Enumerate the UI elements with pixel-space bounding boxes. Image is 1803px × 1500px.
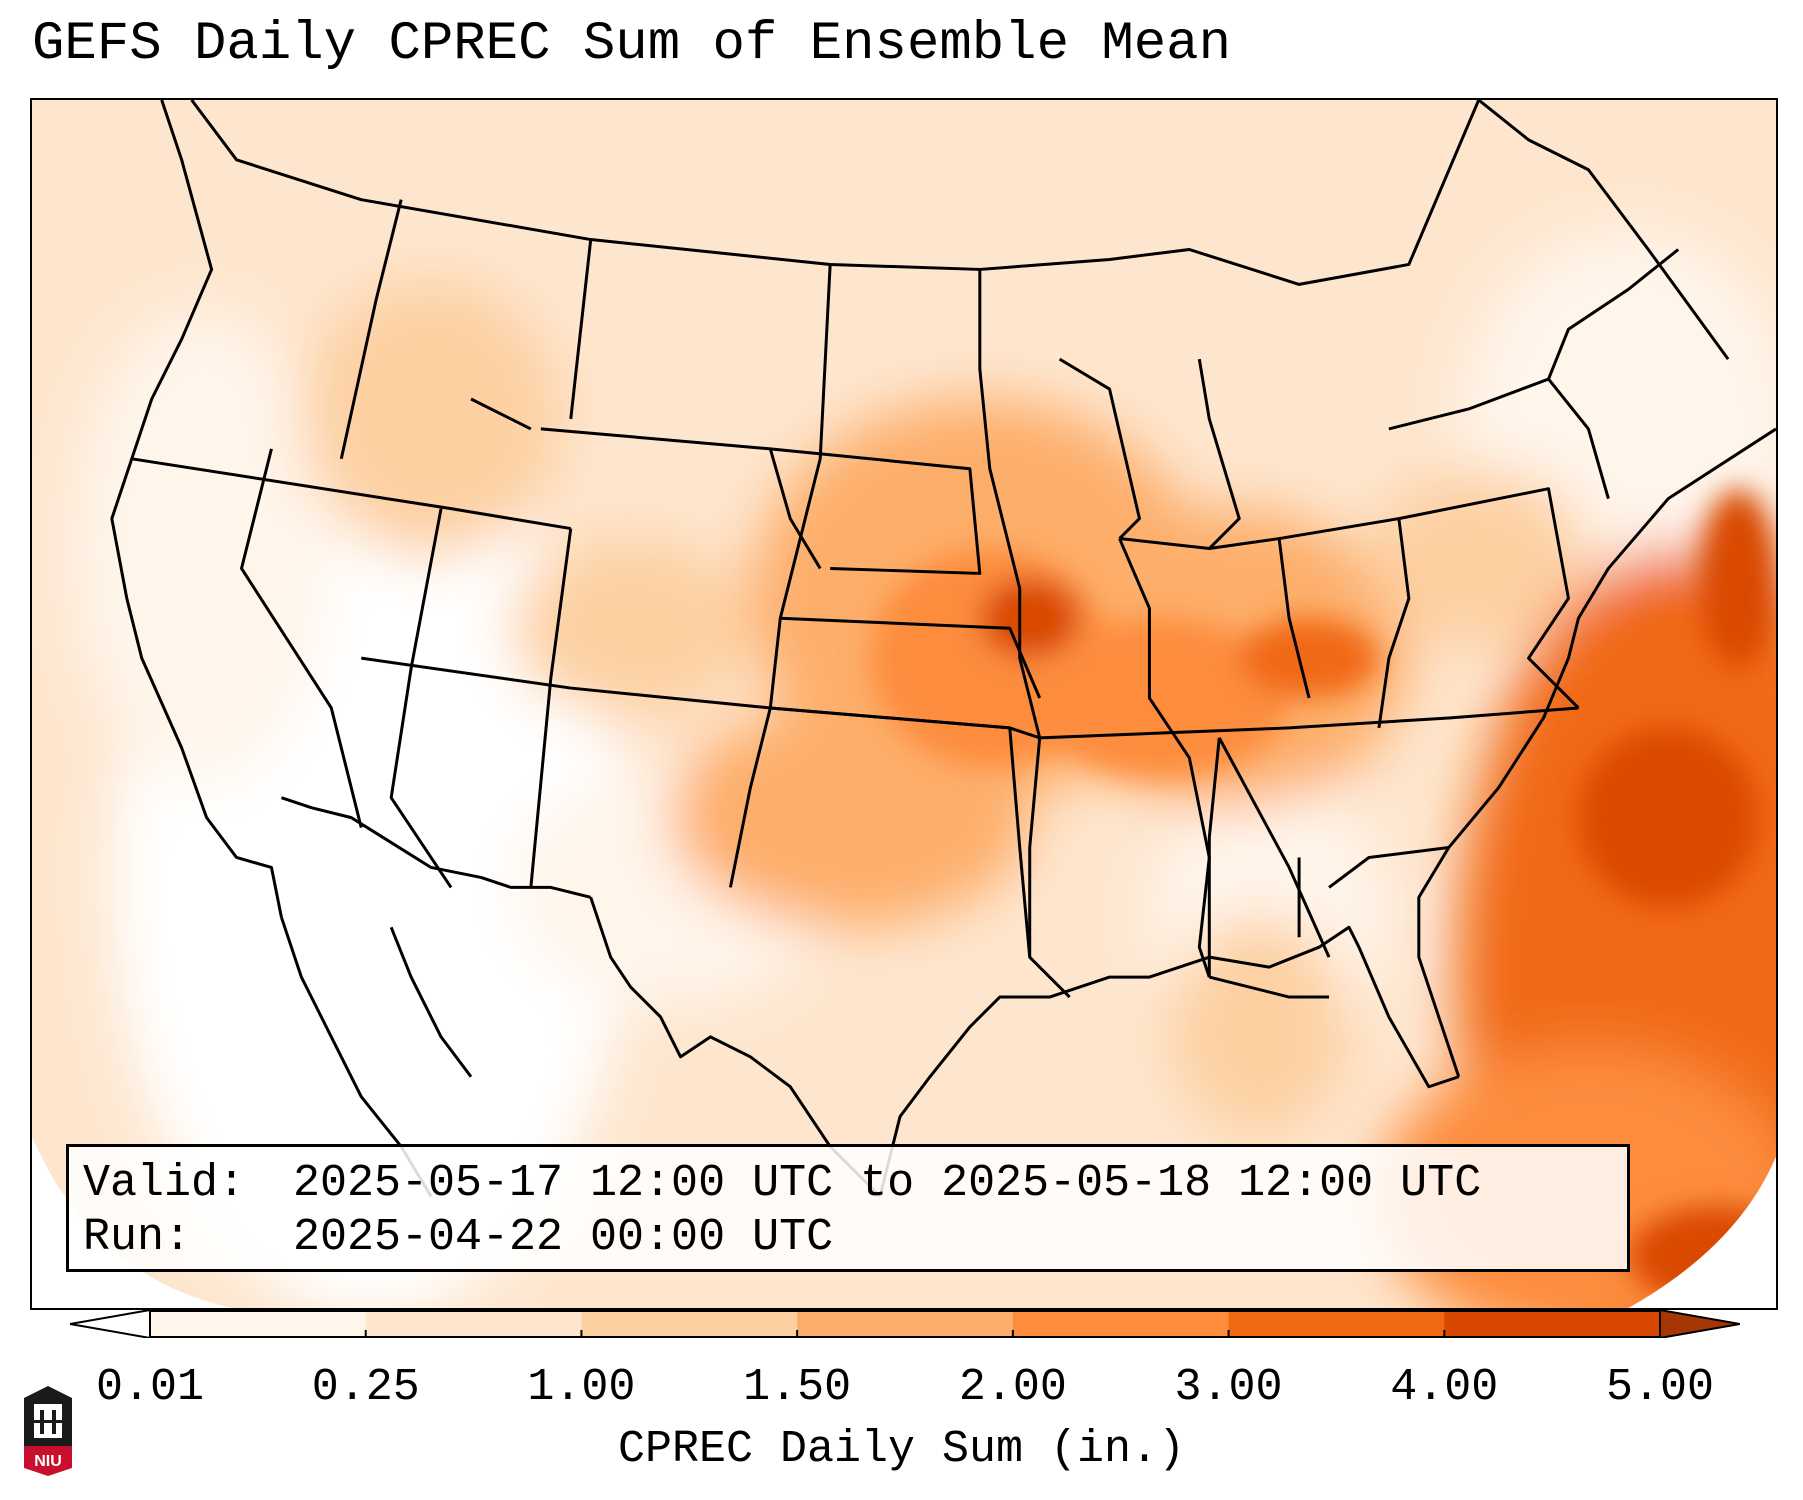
colorbar-tick-label: 3.00 — [1174, 1362, 1283, 1413]
colorbar-over-arrow — [1659, 1310, 1740, 1338]
niu-logo-icon: NIU — [24, 1386, 72, 1476]
colorbar-label: CPREC Daily Sum (in.) — [617, 1424, 1186, 1475]
colorbar-segment — [581, 1310, 798, 1338]
colorbar-tick-label: 1.50 — [743, 1362, 852, 1413]
run-label: Run: — [83, 1212, 192, 1263]
run-time-line: Run: 2025-04-22 00:00 UTC — [83, 1211, 1613, 1265]
colorbar-tick-label: 0.01 — [95, 1362, 205, 1413]
colorbar-tick-label: 1.00 — [527, 1362, 636, 1413]
precipitation-map — [30, 98, 1778, 1310]
colorbar-segment — [365, 1310, 582, 1338]
colorbar-under-arrow — [70, 1310, 151, 1338]
colorbar-tick-label: 4.00 — [1390, 1362, 1499, 1413]
colorbar-tick-label: 5.00 — [1605, 1362, 1715, 1413]
colorbar-tick-label: 0.25 — [311, 1362, 420, 1413]
valid-time-line: Valid: 2025-05-17 12:00 UTC to 2025-05-1… — [83, 1157, 1613, 1211]
colorbar — [70, 1310, 1740, 1338]
colorbar-outline — [149, 1310, 1661, 1338]
colorbar-segment — [150, 1310, 367, 1338]
valid-value: 2025-05-17 12:00 UTC to 2025-05-18 12:00… — [293, 1158, 1482, 1209]
colorbar-segment — [1228, 1310, 1445, 1338]
map-boundaries — [110, 100, 1776, 1198]
colorbar-segment — [1444, 1310, 1661, 1338]
colorbar-tick-label: 2.00 — [958, 1362, 1067, 1413]
map-canvas — [32, 100, 1776, 1308]
valid-run-info-box: Valid: 2025-05-17 12:00 UTC to 2025-05-1… — [66, 1144, 1630, 1272]
logo-text: NIU — [34, 1453, 62, 1470]
valid-label: Valid: — [83, 1158, 246, 1209]
colorbar-segment — [797, 1310, 1014, 1338]
precipitation-field — [32, 100, 1776, 1308]
map-title: GEFS Daily CPREC Sum of Ensemble Mean — [32, 14, 1231, 75]
run-value: 2025-04-22 00:00 UTC — [293, 1212, 834, 1263]
colorbar-segment — [1012, 1310, 1230, 1338]
